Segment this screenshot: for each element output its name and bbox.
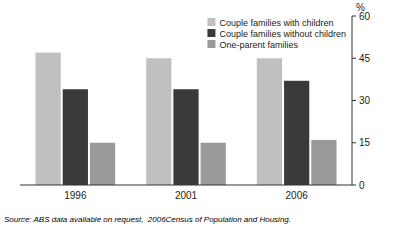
y-tick-label: 0	[359, 180, 365, 191]
x-tick-label: 2001	[175, 190, 198, 201]
bar	[257, 58, 282, 185]
y-tick	[352, 16, 356, 17]
source-note: Source: ABS data available on request, 2…	[4, 215, 291, 224]
x-tick-label: 1996	[64, 190, 87, 201]
y-tick-label: 30	[359, 95, 371, 106]
bar	[35, 53, 60, 185]
bar	[90, 143, 115, 185]
y-tick	[352, 185, 356, 186]
bar	[284, 81, 309, 185]
bar	[311, 140, 336, 185]
y-tick-label: 15	[359, 137, 371, 148]
y-tick	[352, 142, 356, 143]
bar	[146, 58, 171, 185]
x-tick-label: 2006	[286, 190, 309, 201]
legend-swatch	[207, 18, 215, 26]
legend-label: One-parent families	[219, 40, 298, 50]
bar	[201, 143, 226, 185]
bar	[63, 89, 88, 185]
legend: Couple families with childrenCouple fami…	[207, 18, 346, 50]
bar	[173, 89, 198, 185]
legend-swatch	[207, 29, 215, 37]
x-axis-line	[20, 185, 352, 186]
legend-label: Couple families without children	[219, 29, 346, 39]
y-tick-label: 45	[359, 53, 371, 64]
y-tick	[352, 100, 356, 101]
legend-swatch	[207, 40, 215, 48]
y-axis-label: %	[356, 2, 365, 13]
chart: 015304560199620012006%Couple families wi…	[0, 0, 397, 227]
legend-label: Couple families with children	[219, 18, 333, 28]
y-tick	[352, 58, 356, 59]
bars	[35, 53, 336, 185]
